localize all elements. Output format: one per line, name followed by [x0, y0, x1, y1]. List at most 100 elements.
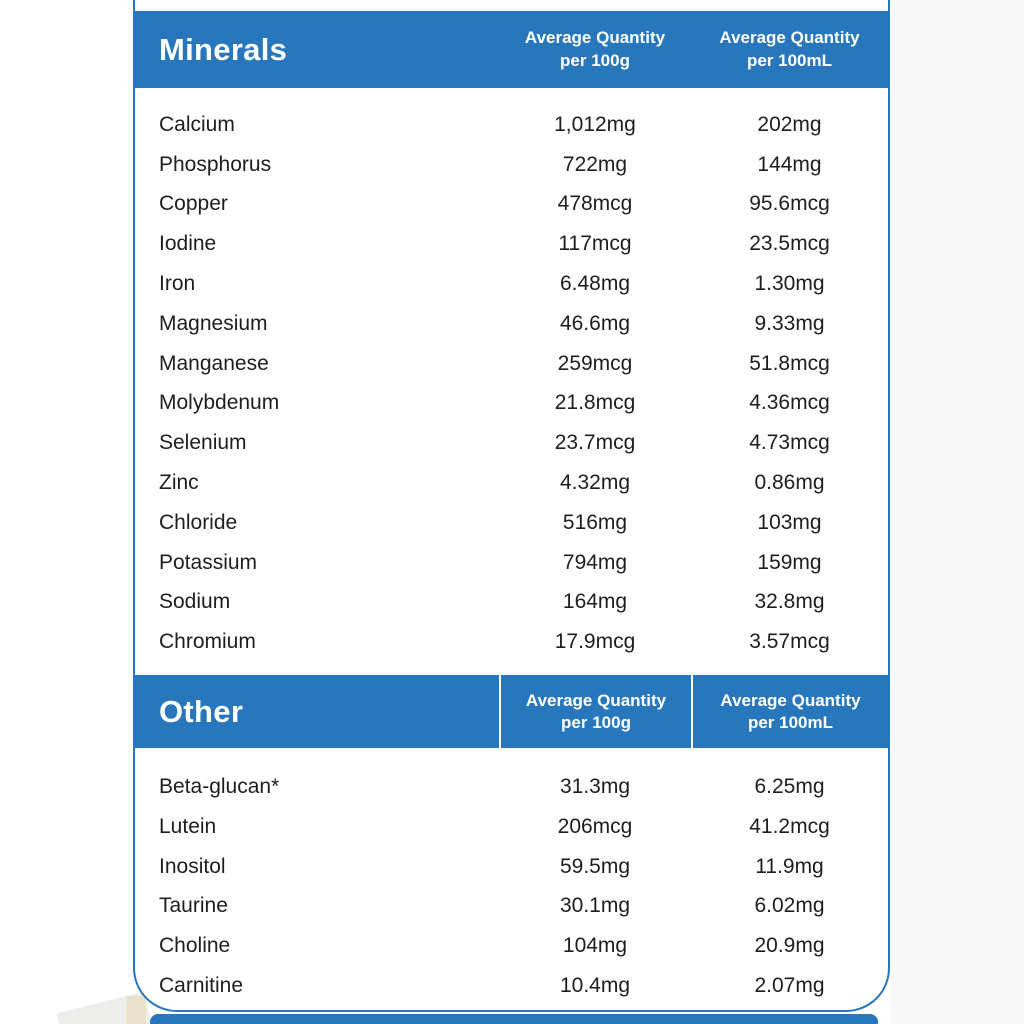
nutrient-name: Chromium — [159, 630, 256, 654]
column-header-line: Average Quantity — [720, 690, 861, 710]
value-per-100ml: 95.6mcg — [749, 192, 830, 216]
other-section-header: Other Average Quantity per 100g Average … — [135, 675, 888, 749]
table-row: Beta-glucan* 31.3mg 6.25mg — [135, 767, 888, 807]
nutrient-name: Carnitine — [159, 974, 244, 998]
value-per-100ml: 2.07mg — [754, 974, 825, 998]
table-row: Chromium 17.9mcg 3.57mcg — [135, 622, 888, 662]
value-per-100g: 516mg — [562, 510, 628, 534]
value-per-100g: 206mcg — [557, 814, 633, 838]
nutrient-name: Sodium — [159, 590, 231, 614]
column-header-per-100g: Average Quantity per 100g — [499, 11, 691, 88]
nutrient-name: Molybdenum — [159, 391, 280, 415]
value-per-100g: 21.8mcg — [554, 391, 636, 415]
table-row: Iodine 117mcg 23.5mcg — [135, 224, 888, 264]
value-per-100ml: 3.57mcg — [749, 630, 830, 654]
column-header-line: per 100mL — [747, 712, 834, 732]
nutrient-name: Iodine — [159, 232, 217, 256]
value-per-100ml: 144mg — [757, 152, 822, 176]
minerals-rows: Calcium 1,012mg 202mg Phosphorus 722mg 144mg C… — [135, 88, 888, 662]
value-per-100ml: 4.36mcg — [749, 391, 830, 415]
table-row: Phosphorus 722mg 144mg — [135, 145, 888, 185]
nutrient-name: Taurine — [159, 894, 228, 918]
value-per-100ml: 23.5mcg — [749, 232, 830, 256]
value-per-100ml: 32.8mg — [754, 590, 825, 614]
table-row: Magnesium 46.6mg 9.33mg — [135, 304, 888, 344]
value-per-100ml: 0.86mg — [754, 471, 825, 495]
value-per-100g: 23.7mcg — [554, 431, 636, 455]
value-per-100g: 17.9mcg — [554, 630, 636, 654]
nutrition-panel: Minerals Average Quantity per 100g Avera… — [133, 0, 890, 1012]
nutrient-name: Chloride — [159, 510, 238, 534]
value-per-100g: 30.1mg — [559, 894, 631, 918]
table-row: Calcium 1,012mg 202mg — [135, 105, 888, 145]
column-header-per-100ml: Average Quantity per 100mL — [691, 11, 888, 88]
next-section-top-edge — [150, 1014, 878, 1024]
value-per-100g: 259mcg — [557, 351, 633, 375]
table-row: Iron 6.48mg 1.30mg — [135, 264, 888, 304]
table-row: Potassium 794mg 159mg — [135, 543, 888, 583]
value-per-100ml: 20.9mg — [754, 934, 825, 958]
value-per-100g: 10.4mg — [559, 974, 631, 998]
value-per-100ml: 4.73mcg — [749, 431, 830, 455]
nutrient-name: Zinc — [159, 471, 199, 495]
column-header-per-100ml: Average Quantity per 100mL — [691, 675, 888, 749]
nutrient-name: Potassium — [159, 550, 258, 574]
value-per-100ml: 202mg — [757, 112, 822, 136]
table-row: Chloride 516mg 103mg — [135, 503, 888, 543]
nutrient-name: Lutein — [159, 814, 217, 838]
value-per-100ml: 9.33mg — [754, 311, 825, 335]
column-header-line: per 100mL — [746, 50, 833, 70]
table-row: Manganese 259mcg 51.8mcg — [135, 344, 888, 384]
table-row: Taurine 30.1mg 6.02mg — [135, 887, 888, 927]
page-background-right — [891, 0, 1024, 1024]
minerals-section-header: Minerals Average Quantity per 100g Avera… — [135, 11, 888, 88]
column-header-line: Average Quantity — [525, 690, 667, 710]
column-header-per-100g: Average Quantity per 100g — [499, 675, 691, 749]
value-per-100ml: 51.8mcg — [749, 351, 830, 375]
value-per-100ml: 6.25mg — [754, 775, 825, 799]
value-per-100ml: 6.02mg — [754, 894, 825, 918]
table-row: Inositol 59.5mg 11.9mg — [135, 847, 888, 887]
nutrient-name: Selenium — [159, 431, 247, 455]
nutrient-name: Choline — [159, 934, 231, 958]
nutrient-name: Inositol — [159, 854, 226, 878]
value-per-100ml: 1.30mg — [754, 272, 825, 296]
nutrient-name: Copper — [159, 192, 228, 216]
value-per-100ml: 41.2mcg — [749, 814, 830, 838]
nutrient-name: Phosphorus — [159, 152, 272, 176]
table-row: Carnitine 10.4mg 2.07mg — [135, 966, 888, 1006]
value-per-100g: 794mg — [562, 550, 628, 574]
column-header-line: per 100g — [560, 50, 630, 70]
value-per-100g: 164mg — [562, 590, 628, 614]
value-per-100g: 478mcg — [557, 192, 633, 216]
other-rows: Beta-glucan* 31.3mg 6.25mg Lutein 206mcg 41.2… — [135, 748, 888, 1006]
value-per-100g: 722mg — [562, 152, 628, 176]
panel-top-gap — [135, 0, 888, 11]
nutrient-name: Iron — [159, 272, 196, 296]
column-header-line: per 100g — [561, 712, 631, 732]
value-per-100g: 117mcg — [558, 232, 632, 256]
background-artifact — [126, 996, 146, 1024]
nutrient-name: Calcium — [159, 112, 235, 136]
value-per-100g: 1,012mg — [554, 112, 636, 136]
section-title-minerals: Minerals — [159, 31, 288, 67]
table-row: Molybdenum 21.8mcg 4.36mcg — [135, 384, 888, 424]
nutrient-name: Beta-glucan* — [159, 775, 280, 799]
nutrient-name: Manganese — [159, 351, 269, 375]
table-row: Sodium 164mg 32.8mg — [135, 583, 888, 623]
value-per-100g: 31.3mg — [559, 775, 631, 799]
value-per-100g: 6.48mg — [559, 272, 631, 296]
value-per-100ml: 103mg — [757, 510, 822, 534]
section-title-other: Other — [159, 693, 244, 729]
table-row: Zinc 4.32mg 0.86mg — [135, 463, 888, 503]
table-row: Lutein 206mcg 41.2mcg — [135, 807, 888, 847]
table-row: Selenium 23.7mcg 4.73mcg — [135, 423, 888, 463]
value-per-100ml: 11.9mg — [755, 854, 824, 878]
column-header-line: Average Quantity — [719, 28, 860, 48]
value-per-100g: 4.32mg — [559, 471, 631, 495]
value-per-100g: 104mg — [562, 934, 628, 958]
table-row: Choline 104mg 20.9mg — [135, 926, 888, 966]
value-per-100ml: 159mg — [757, 550, 822, 574]
value-per-100g: 46.6mg — [559, 311, 631, 335]
column-header-line: Average Quantity — [524, 28, 666, 48]
